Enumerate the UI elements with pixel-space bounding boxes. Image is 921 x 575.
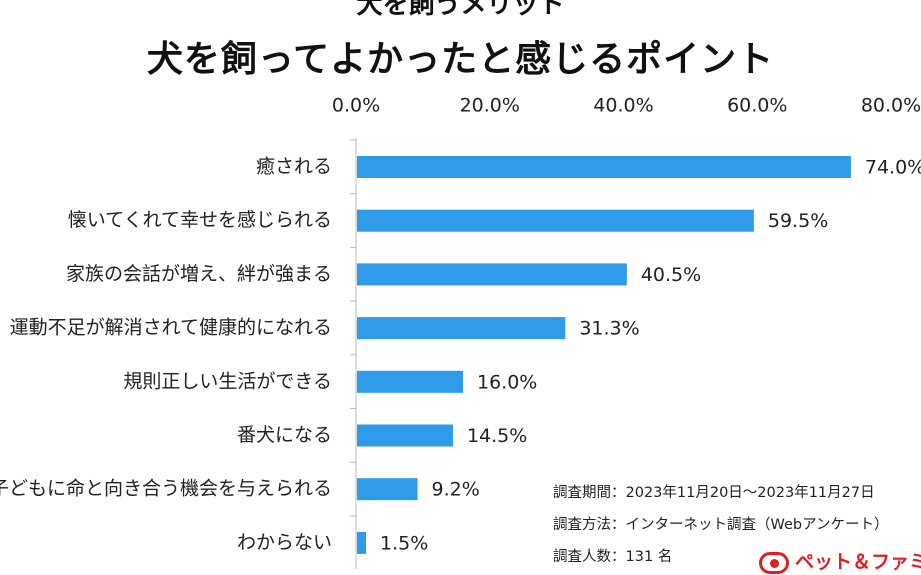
axis-layer: 0.0% 20.0% 40.0% 60.0% 80.0% bbox=[332, 95, 921, 569]
value-label: 16.0% bbox=[477, 371, 537, 393]
x-tick-label: 20.0% bbox=[460, 95, 520, 117]
brand-logo-text: ペット＆ファミリー bbox=[795, 551, 921, 573]
value-label: 59.5% bbox=[768, 210, 828, 232]
bar bbox=[357, 263, 627, 286]
chart-title: 犬を飼ってよかったと感じるポイント bbox=[146, 39, 775, 80]
category-label: 懐いてくれて幸せを感じられる bbox=[68, 209, 332, 231]
value-label: 74.0% bbox=[865, 157, 921, 179]
category-label: 運動不足が解消されて健康的になれる bbox=[10, 317, 332, 339]
x-tick-label: 60.0% bbox=[727, 95, 787, 117]
category-label: 子どもに命と向き合う機会を与えられる bbox=[0, 478, 332, 500]
bar bbox=[357, 531, 367, 554]
bar bbox=[357, 317, 566, 340]
category-label: 番犬になる bbox=[237, 424, 332, 446]
paw-logo-icon bbox=[759, 551, 789, 574]
bar bbox=[357, 478, 418, 501]
bar bbox=[357, 370, 463, 393]
category-label: 家族の会話が増え、絆が強まる bbox=[66, 263, 332, 285]
value-label: 14.5% bbox=[467, 425, 527, 447]
bar bbox=[357, 424, 453, 447]
chart-supertitle: 犬を飼うメリット bbox=[356, 0, 565, 20]
survey-respondents: 調査人数：131 名 bbox=[553, 549, 673, 565]
value-label: 40.5% bbox=[641, 264, 701, 286]
value-label: 31.3% bbox=[579, 318, 639, 340]
bar bbox=[357, 156, 851, 178]
brand-logo: ペット＆ファミリー bbox=[759, 549, 921, 575]
bar bbox=[357, 209, 754, 232]
category-label: 癒される bbox=[256, 156, 332, 178]
value-label: 1.5% bbox=[380, 532, 428, 554]
value-label: 9.2% bbox=[432, 479, 480, 501]
category-label: わからない bbox=[237, 531, 332, 553]
survey-method: 調査方法：インターネット調査（Webアンケート） bbox=[553, 517, 889, 533]
bars-layer: 癒される 74.0% 懐いてくれて幸せを感じられる 59.5% 家族の会話が増え、絆が強… bbox=[0, 156, 921, 555]
x-tick-label: 0.0% bbox=[332, 95, 380, 117]
x-tick-label: 80.0% bbox=[861, 95, 921, 117]
category-label: 規則正しい生活ができる bbox=[123, 370, 332, 392]
survey-period: 調査期間：2023年11月20日〜2023年11月27日 bbox=[553, 485, 875, 501]
x-tick-label: 40.0% bbox=[593, 95, 653, 117]
